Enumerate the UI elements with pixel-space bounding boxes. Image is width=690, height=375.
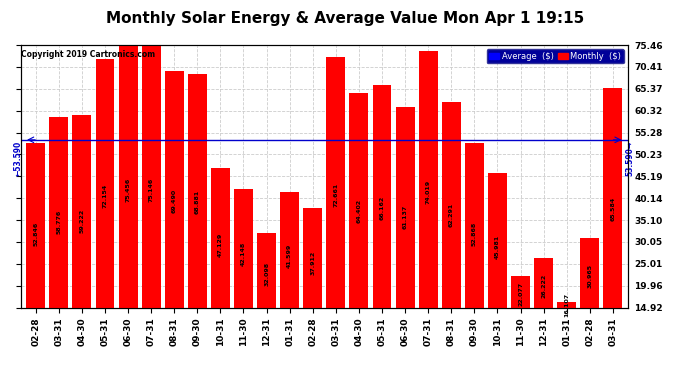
Bar: [419, 51, 437, 308]
Text: 37.912: 37.912: [310, 251, 315, 275]
Bar: [465, 143, 484, 308]
Text: ←53.590: ←53.590: [14, 141, 23, 176]
Bar: [165, 71, 184, 308]
Text: 64.402: 64.402: [357, 199, 362, 223]
Bar: [534, 258, 553, 308]
Text: 61.137: 61.137: [402, 205, 408, 230]
Text: 65.584: 65.584: [611, 196, 615, 221]
Bar: [141, 46, 161, 308]
Bar: [395, 107, 415, 308]
Bar: [234, 189, 253, 308]
Bar: [488, 173, 507, 308]
Text: 47.129: 47.129: [218, 232, 223, 257]
Text: 72.154: 72.154: [103, 184, 108, 208]
Bar: [558, 302, 576, 307]
Bar: [373, 86, 391, 308]
Text: 58.776: 58.776: [57, 210, 61, 234]
Bar: [511, 276, 530, 308]
Text: 52.846: 52.846: [33, 221, 38, 246]
Text: 45.981: 45.981: [495, 235, 500, 259]
Text: 41.599: 41.599: [287, 243, 292, 268]
Text: 53.590→: 53.590→: [626, 141, 635, 176]
Text: 42.148: 42.148: [241, 242, 246, 267]
Bar: [304, 208, 322, 308]
Text: 72.661: 72.661: [333, 183, 338, 207]
Text: 59.222: 59.222: [79, 209, 84, 233]
Bar: [442, 102, 461, 308]
Text: 26.222: 26.222: [541, 273, 546, 298]
Bar: [26, 143, 45, 308]
Text: 69.490: 69.490: [172, 189, 177, 213]
Bar: [49, 117, 68, 308]
Text: 16.107: 16.107: [564, 293, 569, 317]
Bar: [280, 192, 299, 308]
Legend: Average  ($), Monthly  ($): Average ($), Monthly ($): [487, 49, 624, 63]
Bar: [95, 59, 115, 308]
Bar: [604, 88, 622, 308]
Bar: [119, 45, 137, 308]
Bar: [349, 93, 368, 308]
Bar: [257, 233, 276, 308]
Text: Monthly Solar Energy & Average Value Mon Apr 1 19:15: Monthly Solar Energy & Average Value Mon…: [106, 11, 584, 26]
Text: 30.965: 30.965: [587, 264, 592, 288]
Bar: [72, 116, 91, 308]
Text: 32.098: 32.098: [264, 262, 269, 286]
Bar: [580, 238, 600, 308]
Bar: [188, 74, 207, 308]
Text: Copyright 2019 Cartronics.com: Copyright 2019 Cartronics.com: [21, 50, 155, 59]
Bar: [326, 57, 345, 308]
Text: 62.291: 62.291: [448, 203, 454, 227]
Bar: [211, 168, 230, 308]
Text: 74.019: 74.019: [426, 180, 431, 204]
Text: 66.162: 66.162: [380, 195, 384, 220]
Text: 22.077: 22.077: [518, 282, 523, 306]
Text: 52.868: 52.868: [472, 221, 477, 246]
Text: 75.456: 75.456: [126, 177, 130, 201]
Text: 68.881: 68.881: [195, 190, 200, 214]
Text: 75.146: 75.146: [148, 178, 154, 202]
